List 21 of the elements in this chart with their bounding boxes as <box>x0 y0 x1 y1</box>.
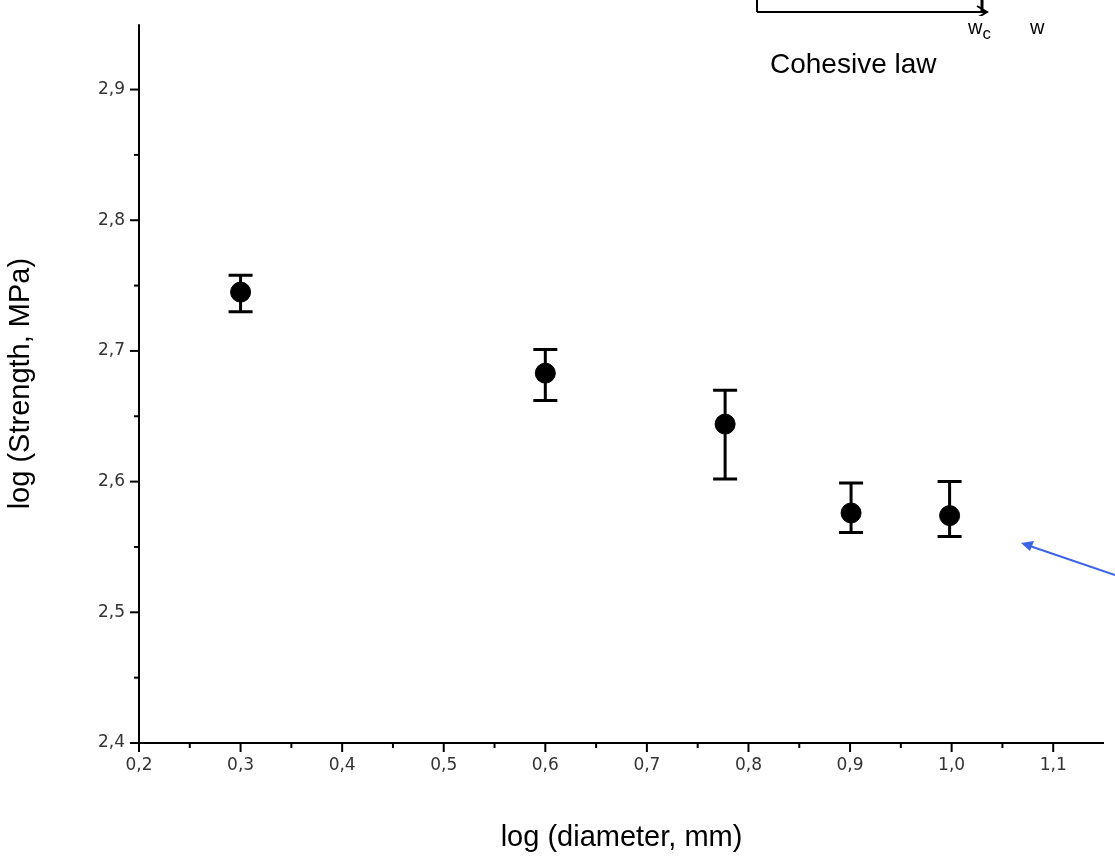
annotation: Cohesive law <box>770 48 937 80</box>
x-tick-label: 0,8 <box>734 753 762 774</box>
y-tick-label: 2,8 <box>97 208 125 229</box>
x-tick-label: 0,7 <box>633 753 661 774</box>
y-axis-title: log (Strength, MPa) <box>3 257 36 510</box>
y-tick-label: 2,5 <box>97 600 125 621</box>
x-tick-label: 0,4 <box>328 753 356 774</box>
x-tick-label: 0,3 <box>227 753 255 774</box>
x-tick-label: 1,1 <box>1039 753 1067 774</box>
y-tick-label: 2,7 <box>97 339 125 360</box>
x-tick-label: 0,9 <box>836 753 864 774</box>
annotation: w <box>1030 16 1045 39</box>
x-tick-label: 0,2 <box>125 753 153 774</box>
annotation: w$_{c}$ <box>968 16 991 44</box>
y-tick-label: 2,6 <box>97 470 125 491</box>
x-tick-label: 0,6 <box>531 753 559 774</box>
y-tick-label: 2,4 <box>97 731 125 752</box>
y-tick-label: 2,9 <box>97 77 125 98</box>
x-axis-title: log (diameter, mm) <box>500 819 743 852</box>
x-tick-label: 1,0 <box>938 753 966 774</box>
x-tick-label: 0,5 <box>430 753 458 774</box>
